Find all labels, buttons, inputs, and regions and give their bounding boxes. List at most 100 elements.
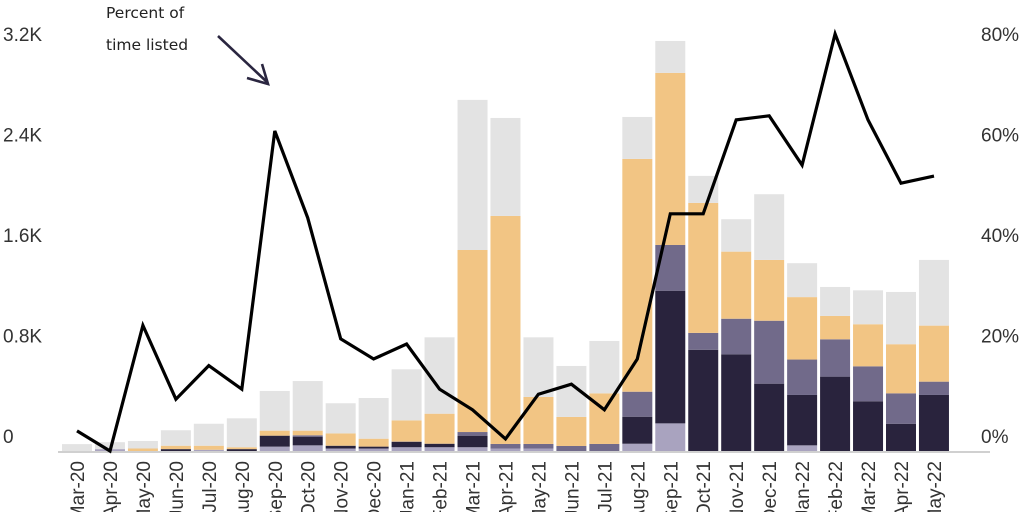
bar-segment-oct-20-layer-1	[292, 436, 323, 446]
bar-segment-mar-21-layer-2	[457, 432, 488, 436]
bar-segment-dec-20-layer-4	[358, 397, 389, 439]
bar-segment-oct-20-layer-0	[292, 445, 323, 451]
left-tick-label: 1.6K	[3, 226, 42, 247]
bar-segment-jan-22-layer-4	[787, 263, 818, 298]
bar-segment-dec-21-layer-3	[754, 259, 785, 321]
x-tick-label: Nov-21	[727, 461, 748, 512]
bar-segment-may-22-layer-1	[918, 394, 949, 451]
bar-segment-may-22-layer-3	[918, 325, 949, 382]
x-tick-label: Dec-20	[365, 461, 386, 512]
bar-segment-apr-22-layer-1	[886, 423, 916, 451]
bar-segment-sep-20-layer-1	[259, 435, 290, 447]
x-tick-label: Feb-21	[431, 461, 452, 512]
bar-segment-jul-20-layer-4	[193, 423, 224, 446]
bar-segment-aug-20-layer-1	[226, 449, 257, 451]
bar-segment-mar-21-layer-0	[457, 447, 488, 451]
bar-segment-apr-21-layer-4	[490, 117, 521, 216]
bar-segment-jan-21-layer-1	[391, 441, 422, 448]
bar-segment-dec-21-layer-1	[754, 383, 785, 451]
bar-segment-jul-21-layer-2	[589, 443, 620, 451]
bar-segment-jul-20-layer-0	[193, 449, 224, 451]
left-tick-label: 0	[3, 427, 14, 448]
right-tick-label: 0%	[981, 427, 1009, 448]
annotation: Percent of time listed	[106, 4, 270, 86]
bar-segment-may-21-layer-2	[523, 443, 554, 449]
bar-segment-may-22-layer-4	[918, 259, 949, 326]
bar-segment-sep-21-layer-2	[655, 244, 686, 291]
bar-segment-nov-20-layer-4	[325, 403, 356, 434]
x-tick-label: Aug-21	[628, 461, 649, 512]
bar-segment-may-22-layer-2	[918, 381, 949, 395]
x-tick-label: Jan-22	[793, 461, 814, 512]
x-tick-label: May-21	[529, 461, 550, 512]
bar-segment-jun-21-layer-2	[556, 445, 587, 451]
bar-segment-oct-20-layer-2	[292, 435, 323, 437]
x-axis: Mar-20 Apr-20 May-20 Jun-20 Jul-20 Aug-20 Sep-…	[68, 461, 946, 512]
bar-segment-jun-21-layer-3	[556, 416, 587, 446]
x-tick-label: Apr-22	[892, 461, 913, 512]
bar-segment-nov-20-layer-0	[325, 448, 356, 451]
bar-segment-mar-21-layer-4	[457, 99, 488, 250]
right-axis: 0% 20% 40% 60% 80%	[981, 25, 1019, 448]
left-tick-label: 0.8K	[3, 327, 42, 348]
bar-segment-mar-22-layer-4	[853, 290, 884, 325]
bar-segment-mar-20-layer-4	[62, 444, 92, 451]
right-tick-label: 80%	[981, 25, 1019, 46]
bar-segment-mar-21-layer-1	[457, 435, 488, 448]
bar-segment-nov-21-layer-3	[721, 251, 752, 319]
bar-segment-sep-21-layer-0	[655, 423, 686, 451]
bar-segment-feb-22-layer-4	[820, 286, 851, 316]
bar-segment-jan-22-layer-3	[787, 297, 818, 360]
x-tick-label: Jul-20	[200, 461, 221, 512]
bar-segment-jul-20-layer-3	[193, 445, 224, 450]
bar-segment-mar-22-layer-3	[853, 324, 884, 367]
bar-segment-oct-21-layer-1	[688, 349, 719, 451]
bar-segment-oct-21-layer-3	[688, 202, 719, 333]
bar-segment-nov-20-layer-3	[325, 433, 356, 446]
bar-segment-aug-21-layer-1	[622, 416, 653, 444]
right-tick-label: 40%	[981, 226, 1019, 247]
bar-segment-jan-21-layer-0	[391, 447, 422, 451]
bar-segment-aug-20-layer-3	[226, 447, 257, 450]
bar-segment-sep-21-layer-1	[655, 290, 686, 424]
bar-segment-aug-21-layer-4	[622, 116, 653, 159]
bar-segment-sep-20-layer-4	[259, 390, 290, 431]
x-tick-label: Nov-20	[332, 461, 353, 512]
bar-segment-oct-20-layer-3	[292, 430, 323, 436]
bar-segment-jan-22-layer-1	[787, 394, 818, 446]
bar-segment-apr-22-layer-2	[886, 393, 916, 424]
x-tick-label: Mar-21	[464, 461, 485, 512]
bar-segment-jan-21-layer-4	[391, 369, 422, 421]
bar-segment-sep-20-layer-0	[259, 446, 290, 451]
bar-segment-oct-21-layer-2	[688, 332, 719, 350]
bar-segment-may-20-layer-3	[127, 448, 158, 451]
bar-segment-nov-21-layer-4	[721, 219, 752, 252]
x-tick-label: Oct-20	[299, 461, 320, 512]
right-tick-label: 60%	[981, 126, 1019, 147]
bar-segment-aug-20-layer-4	[226, 418, 257, 448]
x-tick-label: Feb-22	[826, 461, 847, 512]
bar-segment-feb-21-layer-3	[424, 413, 455, 444]
right-tick-label: 20%	[981, 327, 1019, 348]
bar-segment-oct-20-layer-4	[292, 381, 323, 431]
x-tick-label: May-22	[925, 461, 946, 512]
left-tick-label: 3.2K	[3, 25, 42, 46]
annotation-line-2: time listed	[106, 36, 188, 54]
bar-segment-nov-21-layer-2	[721, 318, 752, 355]
bar-segment-nov-21-layer-1	[721, 354, 752, 451]
bar-segment-apr-22-layer-4	[886, 291, 916, 345]
bar-segment-sep-20-layer-3	[259, 430, 290, 436]
bar-segment-jan-22-layer-2	[787, 359, 818, 395]
x-tick-label: Jan-21	[398, 461, 419, 512]
bar-segment-may-21-layer-3	[523, 396, 554, 444]
x-tick-label: Mar-22	[859, 461, 880, 512]
bar-segment-jun-20-layer-3	[160, 445, 191, 450]
bar-segment-apr-21-layer-0	[490, 448, 521, 451]
bar-segment-feb-22-layer-1	[820, 376, 851, 451]
annotation-line-1: Percent of	[106, 4, 185, 22]
bar-segment-dec-20-layer-0	[358, 448, 389, 451]
percent-listed-line	[76, 28, 935, 454]
bar-segment-may-21-layer-4	[523, 337, 554, 397]
x-tick-label: May-20	[134, 461, 155, 512]
